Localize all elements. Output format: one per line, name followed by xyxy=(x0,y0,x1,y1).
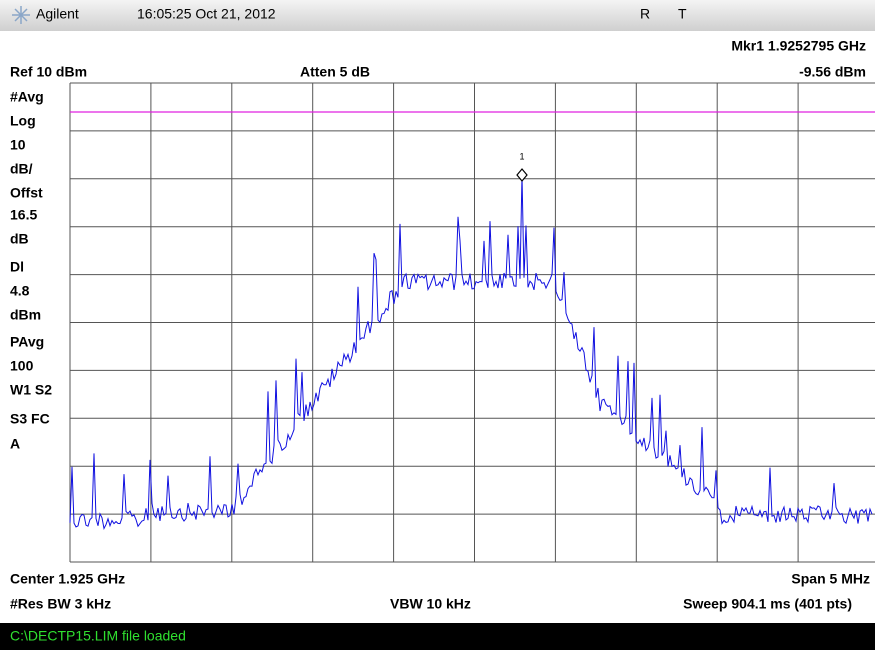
datetime: 16:05:25 Oct 21, 2012 xyxy=(137,6,276,22)
flag: R xyxy=(640,6,650,22)
marker-level: -9.56 dBm xyxy=(799,64,866,80)
annotation: dB xyxy=(10,231,29,247)
annotation: dBm xyxy=(10,307,41,323)
attenuation: Atten 5 dB xyxy=(300,64,370,80)
ref-level: Ref 10 dBm xyxy=(10,64,87,80)
flag: T xyxy=(678,6,687,22)
graticule xyxy=(69,82,875,563)
annotation: 10 xyxy=(10,137,26,153)
sweep: Sweep 904.1 ms (401 pts) xyxy=(683,596,852,612)
brand: Agilent xyxy=(36,6,79,22)
annotation: W1 S2 xyxy=(10,382,52,398)
status-bar xyxy=(0,623,875,650)
annotation: 4.8 xyxy=(10,283,30,299)
center-freq: Center 1.925 GHz xyxy=(10,571,125,587)
logo xyxy=(12,6,30,24)
annotation: S3 FC xyxy=(10,411,50,427)
marker-id: 1 xyxy=(519,151,524,161)
annotation: A xyxy=(10,436,20,452)
annotation: Dl xyxy=(10,259,24,275)
annotation: 16.5 xyxy=(10,207,37,223)
trace xyxy=(69,174,873,531)
annotation: PAvg xyxy=(10,334,44,350)
annotation: dB/ xyxy=(10,161,33,177)
vbw: VBW 10 kHz xyxy=(390,596,471,612)
marker-diamond xyxy=(516,168,528,182)
annotation: Log xyxy=(10,113,36,129)
status-message: C:\DECTP15.LIM file loaded xyxy=(10,628,186,644)
marker-readout: Mkr1 1.9252795 GHz xyxy=(731,38,866,54)
left-annotations: #Avg Log 10 dB/Offst 16.5 dB Dl 4.8 dBm PAvg 100 W1… xyxy=(10,89,52,452)
annotation: Offst xyxy=(10,185,43,201)
res-bw: #Res BW 3 kHz xyxy=(10,596,111,612)
title-bar xyxy=(0,0,875,31)
annotation: 100 xyxy=(10,358,34,374)
annotation: #Avg xyxy=(10,89,44,105)
span: Span 5 MHz xyxy=(791,571,870,587)
